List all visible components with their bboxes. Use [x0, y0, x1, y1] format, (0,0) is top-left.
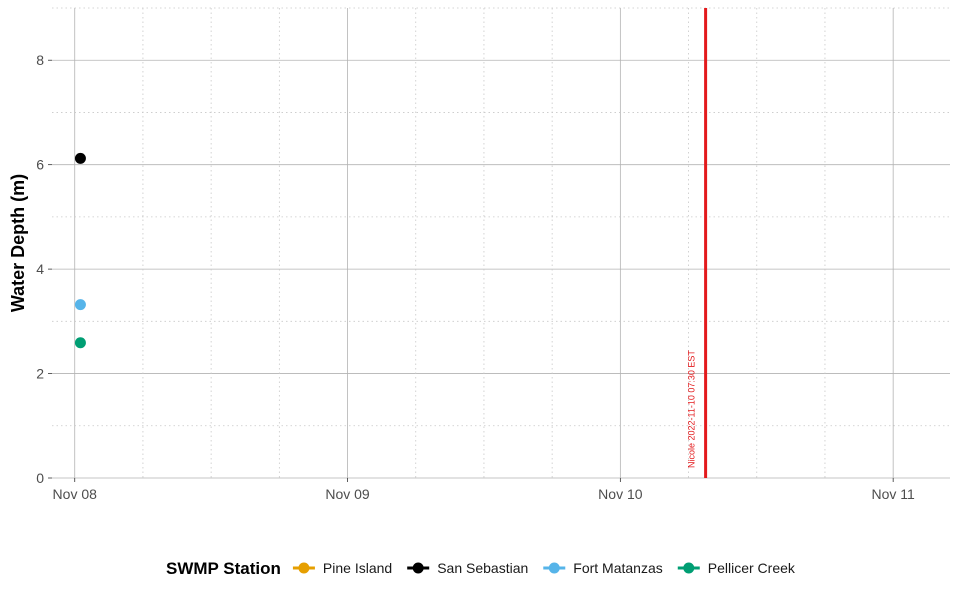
x-tick-label: Nov 10 [598, 486, 643, 502]
y-tick-label: 6 [36, 157, 44, 173]
legend-item: Pine Island [292, 560, 392, 576]
y-tick-label: 4 [36, 261, 44, 277]
legend-item-label: Fort Matanzas [573, 560, 662, 576]
legend: SWMP Station Pine Island San Sebastian Fort… [166, 559, 796, 578]
axes: 0 2 4 6 8 Nov 08 Nov 09 Nov 10 Nov 11 [36, 52, 915, 502]
legend-item-label: San Sebastian [437, 560, 528, 576]
legend-item-label: Pellicer Creek [708, 560, 796, 576]
data-point [74, 299, 86, 311]
legend-key-dot [548, 562, 560, 574]
data-marks: Nicole 2022-11-10 07:30 EST [74, 8, 708, 478]
legend-key-dot [683, 562, 695, 574]
legend-item-label: Pine Island [323, 560, 392, 576]
x-tick-label: Nov 08 [53, 486, 98, 502]
legend-key-dot [412, 562, 424, 574]
legend-title: SWMP Station [166, 559, 281, 578]
x-tick-label: Nov 11 [872, 486, 916, 502]
data-point [74, 337, 86, 349]
legend-item: San Sebastian [407, 560, 528, 576]
legend-key-dot [298, 562, 310, 574]
y-tick-label: 0 [36, 470, 44, 486]
y-tick-label: 8 [36, 52, 44, 68]
grid [52, 7, 950, 479]
data-point [74, 152, 86, 164]
legend-item: Fort Matanzas [543, 560, 663, 576]
y-axis-title: Water Depth (m) [8, 174, 28, 312]
legend-item: Pellicer Creek [677, 560, 796, 576]
y-tick-label: 2 [36, 366, 44, 382]
event-label: Nicole 2022-11-10 07:30 EST [687, 350, 697, 468]
x-tick-label: Nov 09 [325, 486, 370, 502]
